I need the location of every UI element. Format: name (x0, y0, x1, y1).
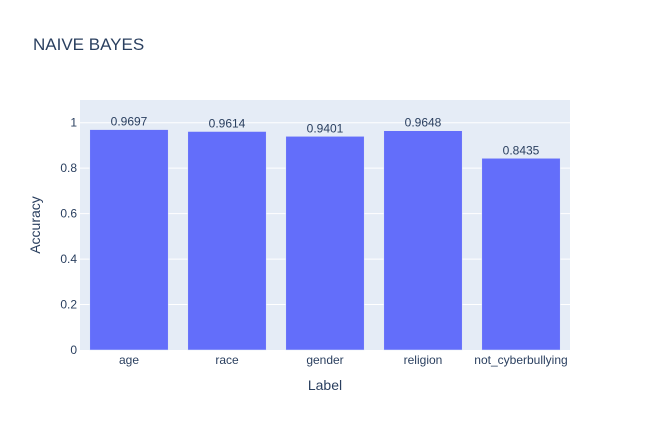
data-label: 0.9697 (111, 115, 148, 129)
y-axis-ticks: 0 0.2 0.4 0.6 0.8 1 (60, 116, 77, 357)
x-tick-label: religion (404, 353, 443, 367)
data-label: 0.9648 (405, 116, 442, 130)
bar-race[interactable] (187, 131, 267, 351)
y-tick-label: 0.4 (60, 252, 77, 266)
x-axis-ticks: age race gender religion not_cyberbullying (119, 353, 568, 367)
y-tick-label: 0 (70, 343, 77, 357)
bar-not-cyberbullying[interactable] (481, 158, 561, 351)
x-tick-label: age (119, 353, 139, 367)
x-tick-label: race (215, 353, 239, 367)
bar-gender[interactable] (285, 136, 365, 351)
data-labels: 0.9697 0.9614 0.9401 0.9648 0.8435 (111, 115, 540, 158)
x-tick-label: not_cyberbullying (474, 353, 567, 367)
data-label: 0.9614 (209, 117, 246, 131)
chart-title: NAIVE BAYES (33, 35, 144, 54)
y-tick-label: 1 (70, 116, 77, 130)
y-axis-title: Accuracy (27, 196, 43, 254)
bars (89, 129, 561, 351)
y-tick-label: 0.8 (60, 161, 77, 175)
bar-age[interactable] (89, 129, 169, 351)
x-axis-title: Label (308, 377, 342, 393)
y-tick-label: 0.6 (60, 207, 77, 221)
y-tick-label: 0.2 (60, 298, 77, 312)
data-label: 0.8435 (503, 143, 540, 157)
data-label: 0.9401 (307, 121, 344, 135)
x-tick-label: gender (306, 353, 343, 367)
bar-religion[interactable] (383, 130, 463, 351)
